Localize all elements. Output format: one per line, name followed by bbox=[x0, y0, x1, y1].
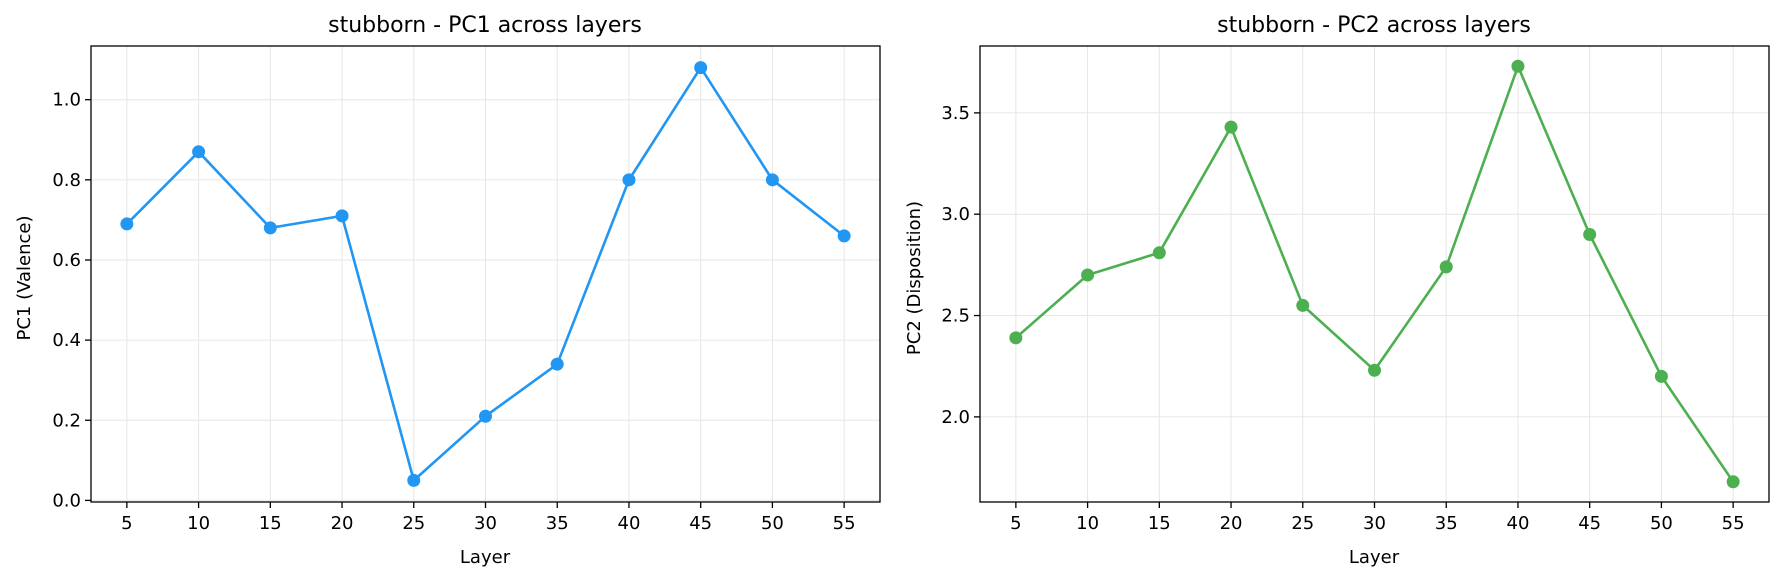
pc2-plot-frame bbox=[979, 45, 1770, 503]
pc1-data-point bbox=[765, 173, 779, 187]
pc2-x-tick-label: 25 bbox=[1291, 513, 1314, 534]
pc2-y-tick-label: 2.5 bbox=[941, 306, 970, 327]
pc2-data-point bbox=[1081, 268, 1095, 282]
pc2-x-tick-label: 15 bbox=[1148, 513, 1171, 534]
pc2-data-point bbox=[1439, 260, 1453, 274]
pc1-y-tick-label: 0.6 bbox=[52, 250, 81, 271]
pc1-grid bbox=[91, 46, 880, 502]
pc1-data-point bbox=[479, 409, 492, 423]
pc1-data-point bbox=[263, 221, 277, 235]
pc1-y-tick-label: 1.0 bbox=[52, 90, 81, 111]
pc2-x-tick-label: 50 bbox=[1650, 513, 1673, 534]
pc2-data-point bbox=[1583, 227, 1597, 241]
pc1-x-tick-label: 25 bbox=[402, 513, 425, 534]
pc1-data-point bbox=[192, 145, 206, 159]
pc2-panel: stubborn - PC2 across layers Layer PC2 (… bbox=[904, 13, 1770, 568]
pc1-x-tick-label: 5 bbox=[121, 513, 132, 534]
pc1-y-tick-label: 0.2 bbox=[52, 410, 81, 431]
pc1-y-axis-label: PC1 (Valence) bbox=[14, 215, 35, 340]
pc2-data-point bbox=[1511, 59, 1525, 73]
pc2-x-tick-label: 20 bbox=[1220, 513, 1243, 534]
pc2-data-point bbox=[1726, 475, 1740, 489]
pc1-x-tick-label: 45 bbox=[689, 513, 712, 534]
pc2-x-tick-label: 55 bbox=[1722, 513, 1745, 534]
pc1-data-point bbox=[335, 209, 349, 223]
pc2-y-tick-label: 3.0 bbox=[941, 204, 970, 225]
pc1-x-tick-label: 15 bbox=[259, 513, 282, 534]
pc1-x-tick-label: 30 bbox=[474, 513, 497, 534]
pc2-y-tick-label: 3.5 bbox=[941, 103, 970, 124]
pc1-x-tick-label: 35 bbox=[546, 513, 569, 534]
pc1-data-point bbox=[407, 473, 421, 487]
pc2-data-point bbox=[1152, 246, 1166, 260]
pc2-x-tick-label: 5 bbox=[1010, 513, 1021, 534]
pc2-data-point bbox=[1224, 120, 1238, 134]
pc2-x-tick-label: 10 bbox=[1076, 513, 1099, 534]
pc2-x-tick-label: 45 bbox=[1578, 513, 1601, 534]
pc1-y-tick-label: 0.8 bbox=[52, 170, 81, 191]
pc2-y-tick-label: 2.0 bbox=[941, 407, 970, 428]
pc1-panel: stubborn - PC1 across layers Layer PC1 (… bbox=[14, 13, 881, 568]
pc2-data-point bbox=[1368, 363, 1381, 377]
pc1-x-tick-label: 55 bbox=[833, 513, 856, 534]
pc1-y-tick-label: 0.0 bbox=[52, 490, 81, 511]
pc1-chart-title: stubborn - PC1 across layers bbox=[328, 13, 642, 38]
pc1-x-axis-label: Layer bbox=[460, 547, 511, 568]
pc1-x-tick-label: 40 bbox=[618, 513, 641, 534]
pc1-data-point bbox=[694, 61, 708, 75]
pc1-y-tick-label: 0.4 bbox=[52, 330, 81, 351]
pc2-grid bbox=[980, 46, 1769, 502]
pc2-chart-title: stubborn - PC2 across layers bbox=[1217, 13, 1531, 38]
pc2-x-tick-label: 30 bbox=[1363, 513, 1386, 534]
pc1-x-tick-label: 20 bbox=[331, 513, 354, 534]
pc1-data-point bbox=[622, 173, 636, 187]
pc1-data-point bbox=[837, 229, 851, 243]
pc2-x-tick-label: 35 bbox=[1435, 513, 1458, 534]
pc2-x-axis-label: Layer bbox=[1349, 547, 1400, 568]
pc2-y-axis-label: PC2 (Disposition) bbox=[904, 201, 925, 355]
pc1-plot-frame bbox=[90, 45, 881, 503]
pc2-x-tick-label: 40 bbox=[1507, 513, 1530, 534]
pc2-data-point bbox=[1654, 369, 1668, 383]
pc1-data-point bbox=[120, 217, 134, 231]
pc2-data-point bbox=[1009, 331, 1023, 345]
pc1-data-point bbox=[550, 357, 564, 371]
pc1-x-tick-label: 10 bbox=[187, 513, 210, 534]
pc2-data-point bbox=[1296, 298, 1310, 312]
pc1-x-tick-label: 50 bbox=[761, 513, 784, 534]
